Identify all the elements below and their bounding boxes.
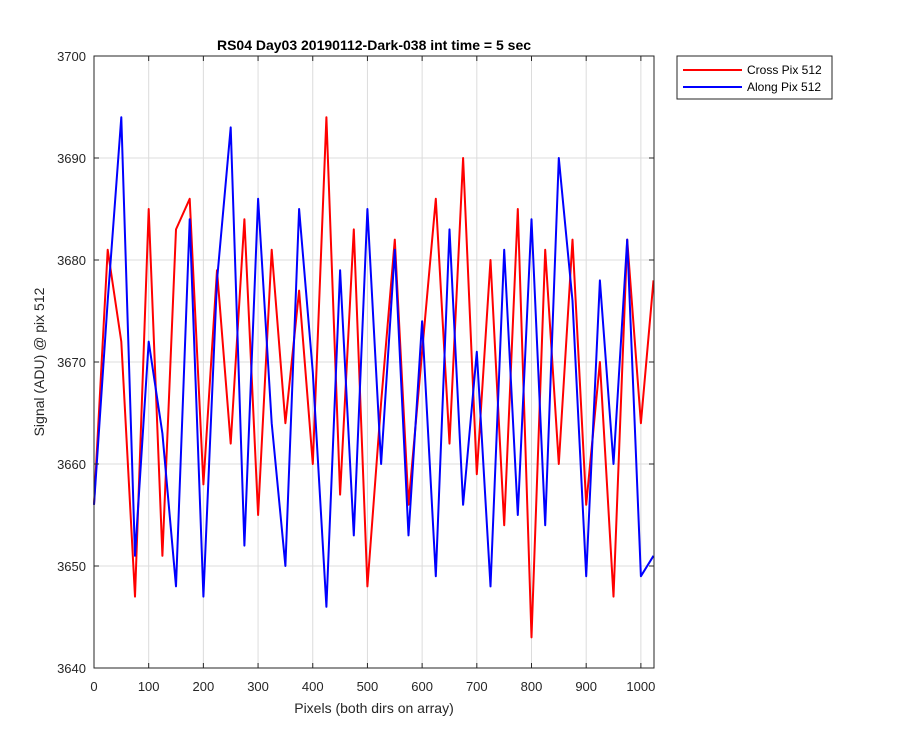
y-tick-label: 3700 bbox=[57, 49, 86, 64]
x-tick-label: 800 bbox=[521, 679, 543, 694]
legend: Cross Pix 512 Along Pix 512 bbox=[676, 55, 833, 100]
axis-ticks: 0 100 200 300 400 500 600 700 800 900 1000 3640 3650… bbox=[57, 49, 655, 694]
y-tick-label: 3680 bbox=[57, 253, 86, 268]
y-tick-label: 3670 bbox=[57, 355, 86, 370]
x-tick-label: 600 bbox=[411, 679, 433, 694]
legend-label-along: Along Pix 512 bbox=[747, 80, 821, 94]
legend-label-cross: Cross Pix 512 bbox=[747, 63, 822, 77]
x-tick-label: 0 bbox=[90, 679, 97, 694]
x-tick-label: 100 bbox=[138, 679, 160, 694]
x-tick-label: 200 bbox=[193, 679, 215, 694]
x-tick-label: 300 bbox=[247, 679, 269, 694]
x-tick-label: 700 bbox=[466, 679, 488, 694]
series-layer bbox=[93, 116, 655, 639]
x-axis-label: Pixels (both dirs on array) bbox=[294, 700, 454, 716]
y-tick-label: 3650 bbox=[57, 559, 86, 574]
x-tick-label: 400 bbox=[302, 679, 324, 694]
chart-title: RS04 Day03 20190112-Dark-038 int time = … bbox=[217, 37, 531, 53]
legend-box bbox=[676, 55, 833, 100]
x-tick-label: 1000 bbox=[626, 679, 655, 694]
x-tick-label: 900 bbox=[575, 679, 597, 694]
x-tick-label: 500 bbox=[357, 679, 379, 694]
y-tick-label: 3640 bbox=[57, 661, 86, 676]
y-tick-label: 3690 bbox=[57, 151, 86, 166]
series-line-cross-pix bbox=[93, 116, 655, 639]
series-line-along-pix bbox=[93, 116, 655, 608]
y-tick-label: 3660 bbox=[57, 457, 86, 472]
y-axis-label: Signal (ADU) @ pix 512 bbox=[31, 287, 47, 436]
